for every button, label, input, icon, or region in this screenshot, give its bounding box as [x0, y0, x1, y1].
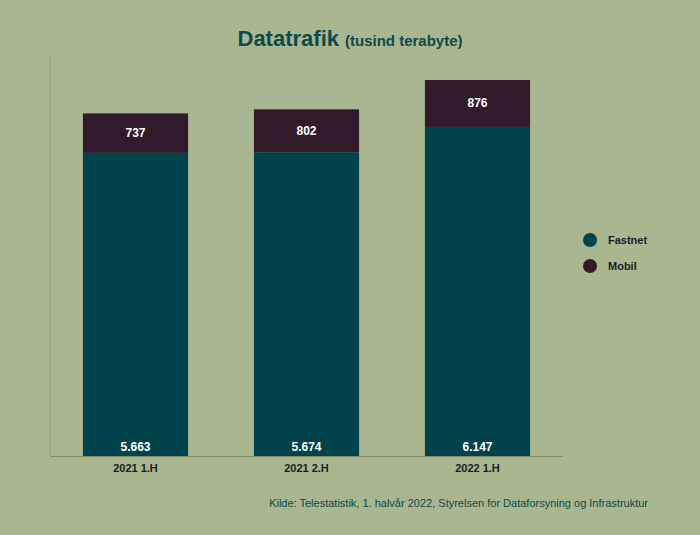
background: [0, 0, 700, 535]
x-axis-line: [50, 456, 563, 457]
bar: [425, 80, 530, 127]
x-tick-label: 2021 2.H: [284, 462, 329, 474]
data-label: 6.147: [462, 440, 492, 454]
legend-label: Mobil: [608, 260, 637, 272]
bar: [425, 127, 530, 456]
source: Kilde: Telestatistik, 1. halvår 2022, St…: [269, 497, 648, 509]
data-labels: 5.663 737 5.674 802 6.147 876: [120, 96, 492, 454]
legend-swatch: [583, 233, 597, 247]
legend-label: Fastnet: [608, 234, 647, 246]
subtitle: (tusind terabyte): [345, 32, 463, 49]
bars: [83, 80, 530, 456]
x-tick-label: 2022 1.H: [455, 462, 500, 474]
data-label: 737: [125, 126, 145, 140]
data-label: 876: [467, 96, 487, 110]
bar: [254, 109, 359, 152]
legend-swatch: [583, 259, 597, 273]
bar: [83, 153, 188, 456]
data-label: 5.674: [291, 440, 321, 454]
data-label: 802: [296, 124, 316, 138]
bar: [83, 113, 188, 152]
chart: Datatrafik (tusind terabyte) 5.663 737 5.674…: [0, 0, 700, 535]
title: Datatrafik: [238, 26, 340, 51]
x-tick-label: 2021 1.H: [113, 462, 158, 474]
title-group: Datatrafik (tusind terabyte): [238, 26, 463, 51]
data-label: 5.663: [120, 440, 150, 454]
y-axis-line: [50, 55, 51, 457]
bar: [254, 152, 359, 456]
legend: Fastnet Mobil: [583, 233, 647, 273]
